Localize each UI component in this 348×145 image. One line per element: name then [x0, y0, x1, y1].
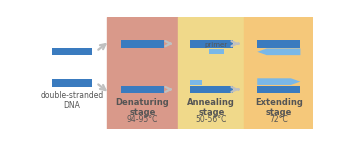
- Bar: [190, 86, 233, 93]
- Bar: [52, 48, 92, 55]
- Text: Extending
stage: Extending stage: [255, 98, 303, 117]
- Bar: [257, 40, 300, 48]
- Text: 94-95°C: 94-95°C: [127, 115, 158, 124]
- Bar: [209, 49, 223, 54]
- Bar: [190, 40, 233, 48]
- FancyArrow shape: [257, 48, 300, 55]
- Bar: [257, 86, 300, 93]
- Text: Denaturing
stage: Denaturing stage: [116, 98, 169, 117]
- Text: 50-56°C: 50-56°C: [196, 115, 227, 124]
- Bar: [121, 86, 164, 93]
- Text: double-stranded
DNA: double-stranded DNA: [40, 91, 103, 110]
- FancyArrow shape: [257, 78, 300, 85]
- Bar: [107, 17, 178, 129]
- Text: Annealing
stage: Annealing stage: [188, 98, 235, 117]
- Bar: [52, 79, 92, 87]
- Bar: [244, 17, 313, 129]
- Bar: [190, 80, 202, 85]
- Text: primer: primer: [205, 42, 228, 48]
- Bar: [44, 17, 107, 129]
- Text: 72°C: 72°C: [269, 115, 288, 124]
- Bar: [121, 40, 164, 48]
- Bar: [178, 17, 244, 129]
